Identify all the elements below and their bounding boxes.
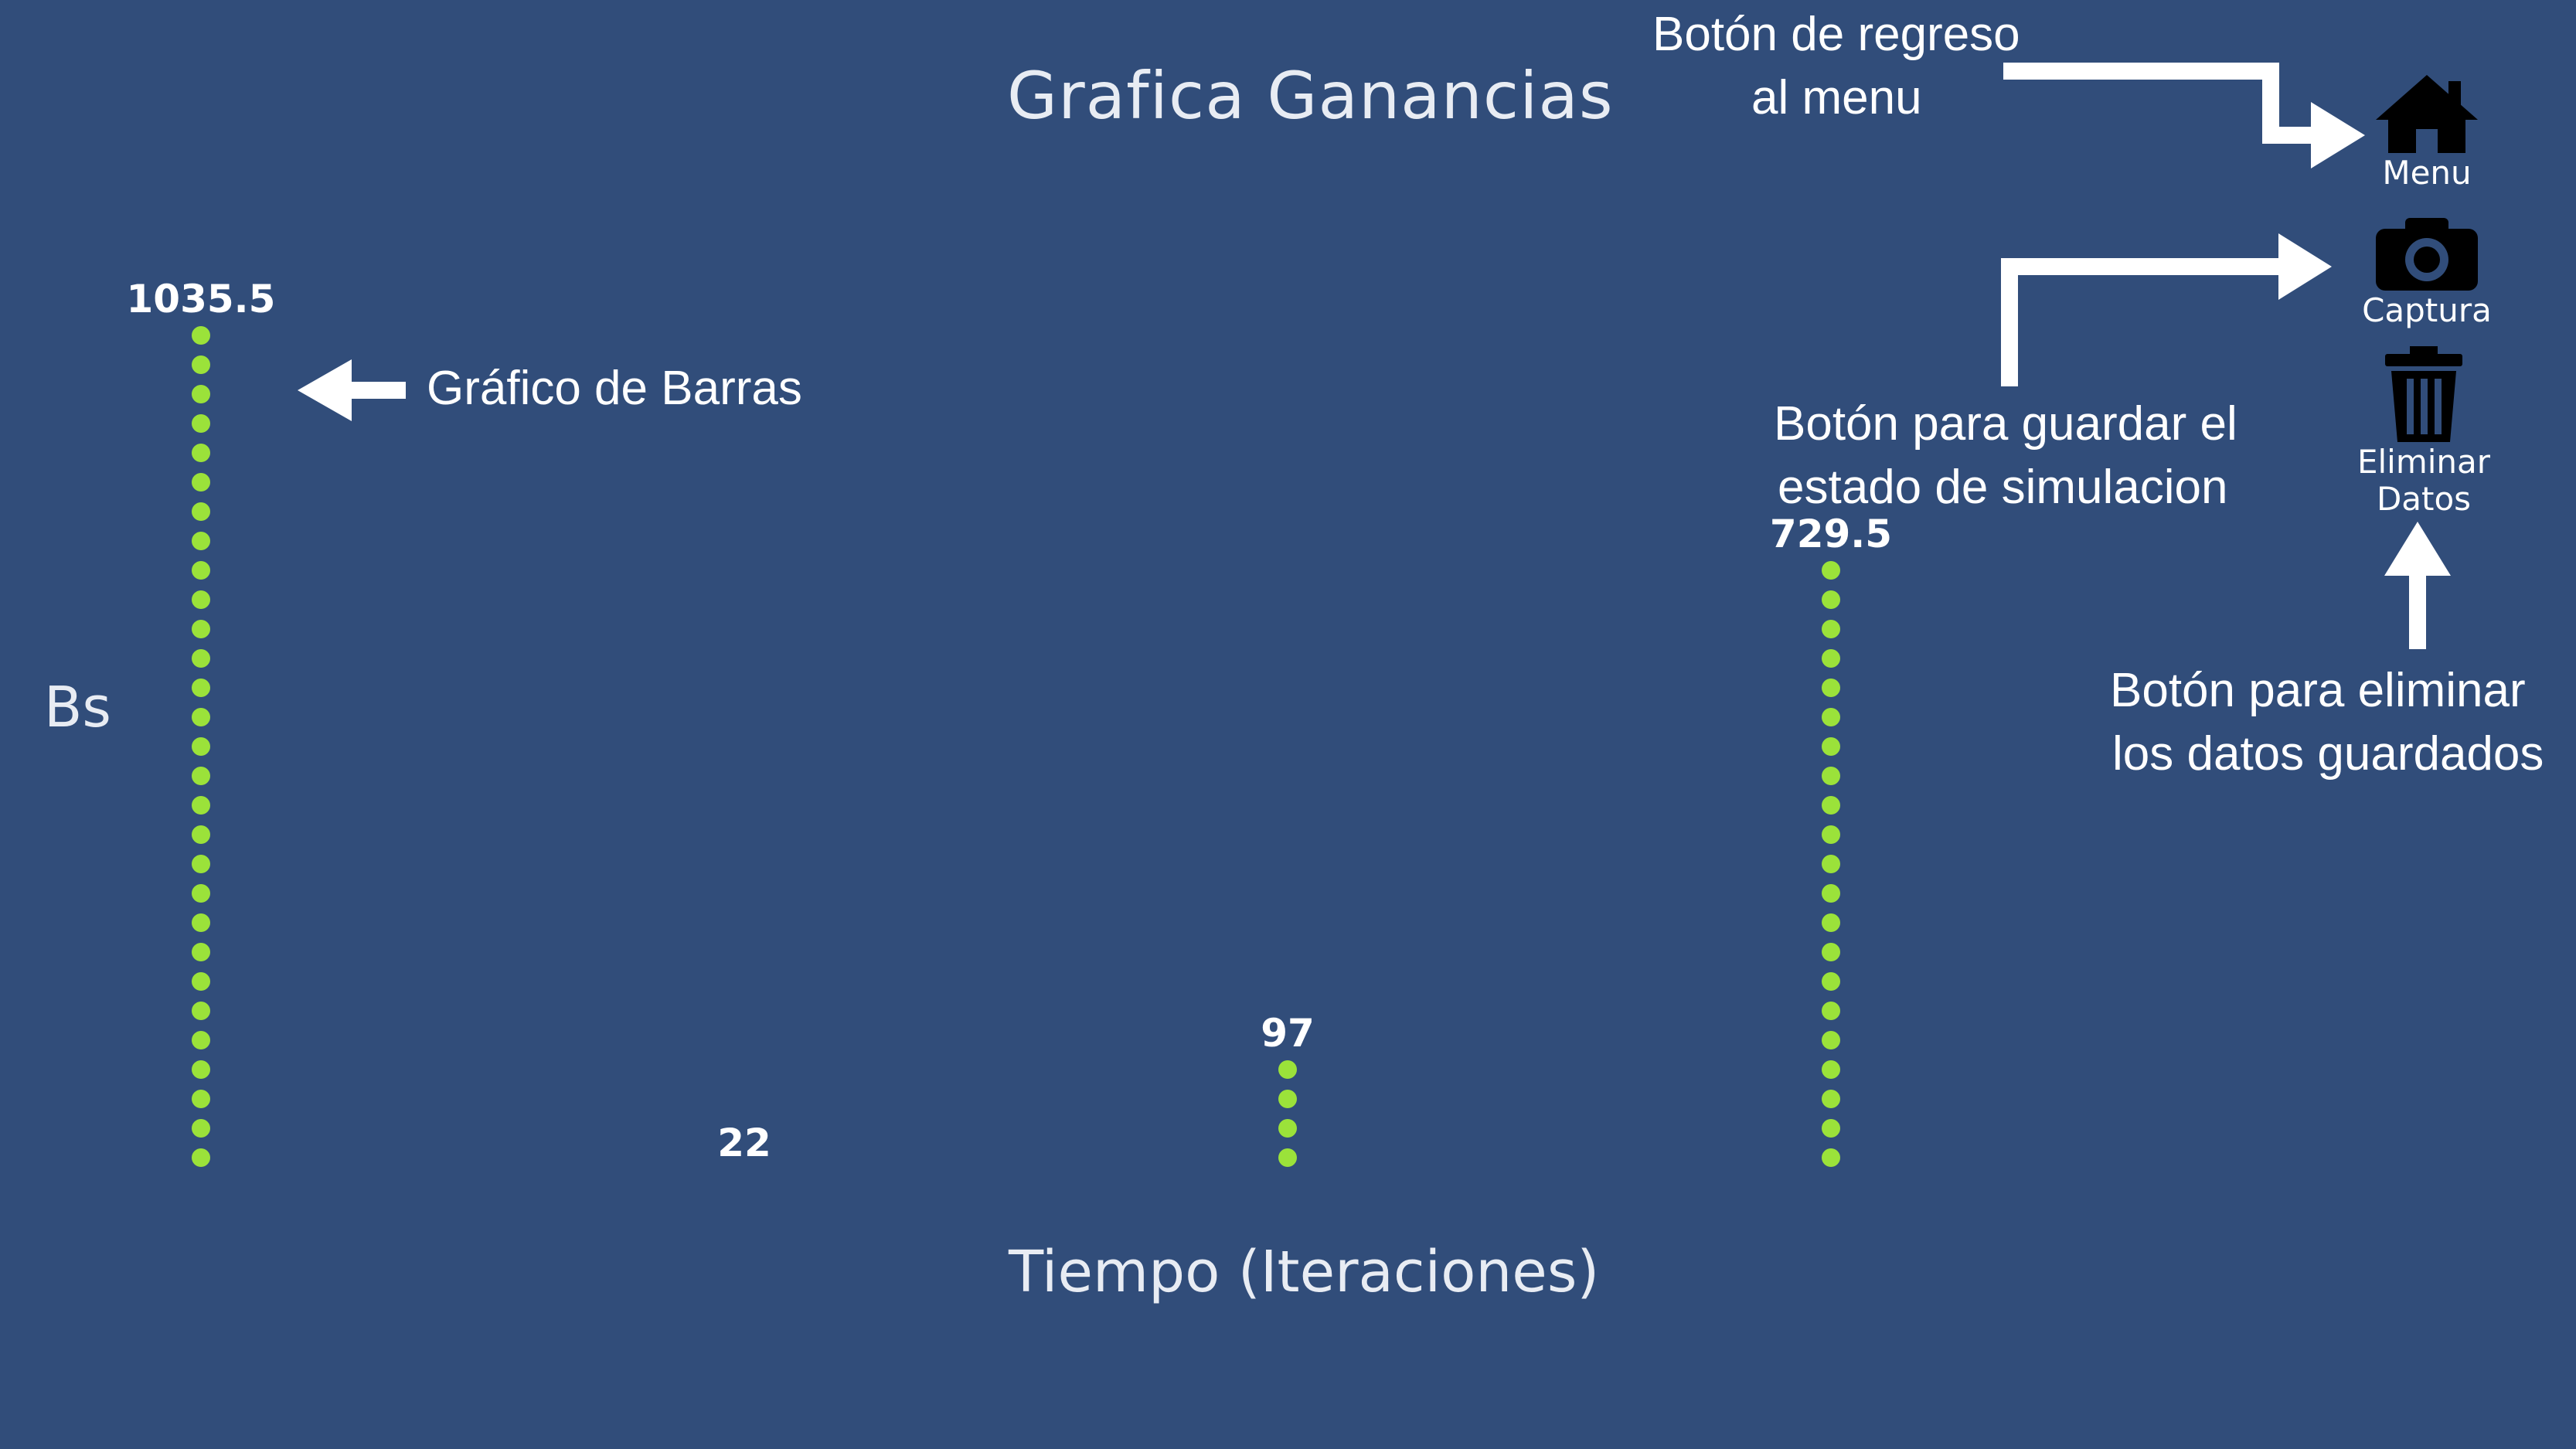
bar-value-label: 1035.5 (127, 277, 276, 321)
bar-dot (1278, 1148, 1297, 1167)
bar-value-label: 22 (717, 1121, 771, 1165)
bar-dot (192, 1148, 210, 1167)
bar-dot (1278, 1060, 1297, 1079)
bar-dot (192, 1002, 210, 1020)
delete-annotation-line1: Botón para eliminar (2110, 664, 2526, 717)
delete-annotation-line2: los datos guardados (2112, 727, 2544, 781)
bar-dot (1822, 649, 1840, 668)
bar-dot (192, 502, 210, 521)
bar-dot (1822, 1002, 1840, 1020)
menu-button-arrow (2003, 63, 2365, 168)
bar-dot (192, 737, 210, 756)
bar-3: 97 (1261, 1011, 1315, 1167)
bar-dot (192, 414, 210, 433)
bar-dot (1822, 767, 1840, 785)
bar-dot (192, 590, 210, 609)
capture-annotation-line2: estado de simulacion (1778, 461, 2228, 514)
bar-dot (192, 1031, 210, 1049)
bar-dot (192, 355, 210, 374)
capture-button[interactable]: Captura (2350, 215, 2504, 329)
menu-button[interactable]: Menu (2350, 73, 2504, 192)
bar-dot (1822, 1119, 1840, 1138)
bar-1: 1035.5 (127, 277, 276, 1167)
menu-button-label: Menu (2382, 154, 2472, 192)
bar-chart-annotation: Gráfico de Barras (427, 362, 802, 415)
bar-dot (192, 972, 210, 991)
chart-title: Grafica Ganancias (1007, 58, 1614, 134)
bar-dot (192, 561, 210, 580)
capture-button-arrow (2001, 233, 2332, 386)
bar-dot (1822, 1060, 1840, 1079)
y-axis-label: Bs (44, 675, 111, 740)
bar-dot (1822, 561, 1840, 580)
bar-dot (192, 767, 210, 785)
bar-dot (192, 708, 210, 726)
bar-dot (192, 649, 210, 668)
bar-dot (192, 1090, 210, 1108)
bar-dot (1822, 1031, 1840, 1049)
bar-dot (192, 884, 210, 903)
bar-value-label: 729.5 (1770, 512, 1892, 556)
bar-dot (1822, 855, 1840, 873)
bar-dot (1822, 590, 1840, 609)
bar-dot (192, 1060, 210, 1079)
bar-dot (1822, 1090, 1840, 1108)
delete-button-label: Eliminar Datos (2357, 443, 2491, 518)
bar-dot (1822, 620, 1840, 638)
bar-dot (1822, 1148, 1840, 1167)
home-icon (2376, 75, 2478, 153)
bar-dot (192, 444, 210, 462)
bar-dot (1822, 884, 1840, 903)
capture-button-label: Captura (2362, 291, 2492, 329)
bar-dot (1822, 943, 1840, 961)
bar-dot (192, 943, 210, 961)
bar-dot (192, 913, 210, 932)
bar-dot (192, 473, 210, 492)
delete-button-arrow (2384, 522, 2451, 649)
bar-dot (192, 679, 210, 697)
bar-dot (192, 620, 210, 638)
bar-dot (1822, 972, 1840, 991)
bar-value-label: 97 (1261, 1011, 1315, 1056)
bar-dot (1278, 1119, 1297, 1138)
capture-annotation-line1: Botón para guardar el (1774, 397, 2237, 451)
menu-annotation-line1: Botón de regreso (1652, 8, 2020, 61)
delete-button[interactable]: Eliminar Datos (2346, 346, 2501, 518)
x-axis-label: Tiempo (Iteraciones) (1009, 1239, 1600, 1305)
bar-dot (192, 796, 210, 815)
bar-dot (192, 326, 210, 345)
camera-icon (2376, 218, 2478, 291)
bar-dot (1822, 825, 1840, 844)
menu-annotation-line2: al menu (1751, 71, 1922, 124)
bar-dot (1822, 913, 1840, 932)
bar-dot (1822, 737, 1840, 756)
bar-dot (1822, 708, 1840, 726)
bar-dot (192, 825, 210, 844)
bar-dot (192, 385, 210, 403)
bar-4: 729.5 (1770, 512, 1892, 1167)
trash-icon (2385, 346, 2462, 442)
bar-dot (1278, 1090, 1297, 1108)
bar-dot (192, 532, 210, 550)
bar-2: 22 (717, 1121, 771, 1165)
bar-dot (1822, 679, 1840, 697)
bar-dot (192, 855, 210, 873)
bar-chart-arrow (298, 359, 406, 421)
bar-dot (192, 1119, 210, 1138)
bar-dot (1822, 796, 1840, 815)
